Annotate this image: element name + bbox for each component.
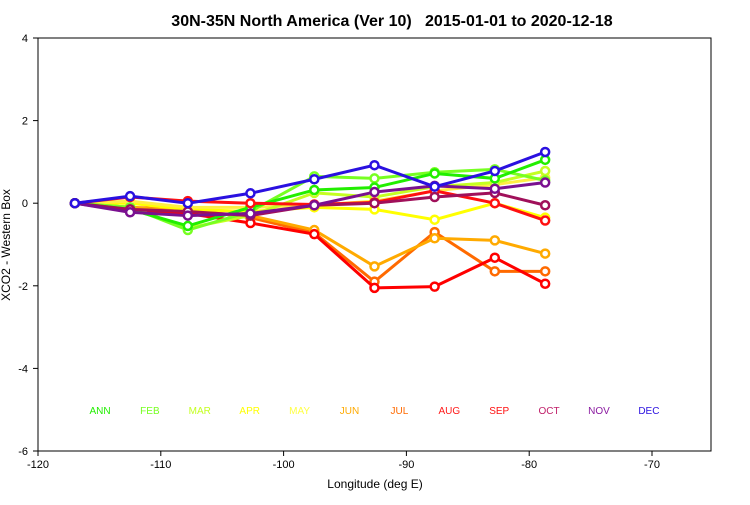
data-point bbox=[539, 215, 551, 226]
x-tick-label: -110 bbox=[150, 459, 171, 471]
data-point bbox=[539, 165, 551, 177]
data-point bbox=[245, 188, 256, 199]
data-point bbox=[245, 208, 256, 219]
data-point bbox=[309, 184, 320, 196]
data-point bbox=[124, 207, 136, 218]
legend-item-feb: FEB bbox=[140, 406, 160, 417]
data-point bbox=[539, 266, 551, 277]
data-point bbox=[369, 197, 380, 209]
legend-item-oct: OCT bbox=[539, 406, 560, 417]
x-axis-label: Longitude (deg E) bbox=[327, 477, 422, 491]
data-point bbox=[539, 146, 551, 158]
x-tick-label: -100 bbox=[273, 459, 295, 471]
data-point bbox=[369, 282, 380, 294]
data-point bbox=[309, 228, 320, 240]
chart-title: 30N-35N North America (Ver 10) 2015-01-0… bbox=[171, 13, 613, 30]
data-point bbox=[369, 159, 380, 171]
plot-frame bbox=[37, 37, 712, 452]
legend-item-aug: AUG bbox=[438, 406, 460, 417]
data-point bbox=[182, 220, 194, 232]
y-tick-label: -4 bbox=[18, 363, 28, 375]
y-tick-label: 0 bbox=[22, 198, 28, 210]
data-point bbox=[429, 191, 440, 203]
data-point bbox=[489, 266, 501, 277]
data-point bbox=[489, 252, 501, 263]
legend-item-apr: APR bbox=[239, 406, 260, 417]
data-point bbox=[369, 261, 380, 272]
x-tick-label: -70 bbox=[644, 459, 660, 471]
series-line-2 bbox=[74, 201, 546, 290]
legend-item-ann: ANN bbox=[89, 406, 110, 417]
data-point bbox=[489, 165, 501, 177]
legend-item-dec: DEC bbox=[638, 406, 659, 417]
x-tick-label: -80 bbox=[521, 459, 537, 471]
data-point bbox=[245, 197, 256, 209]
x-tick-label: -90 bbox=[398, 459, 414, 471]
y-tick-label: -2 bbox=[18, 281, 28, 293]
data-point bbox=[489, 235, 501, 246]
data-point bbox=[309, 200, 320, 211]
data-point bbox=[539, 248, 551, 259]
data-point bbox=[539, 278, 551, 289]
data-point bbox=[429, 214, 440, 225]
y-tick-label: 4 bbox=[22, 33, 28, 45]
data-point bbox=[489, 197, 501, 209]
y-axis-label: XCO2 - Western Box bbox=[0, 189, 13, 301]
data-point bbox=[124, 190, 136, 202]
x-tick-label: -120 bbox=[27, 459, 49, 471]
data-point bbox=[539, 200, 551, 211]
data-point bbox=[429, 233, 440, 244]
legend-item-may: MAY bbox=[289, 406, 310, 417]
data-point bbox=[69, 197, 81, 209]
data-point bbox=[429, 168, 440, 179]
legend-item-jun: JUN bbox=[340, 406, 359, 417]
legend-item-jul: JUL bbox=[391, 406, 409, 417]
data-point bbox=[429, 181, 440, 192]
data-point bbox=[429, 281, 440, 292]
y-tick-label: -6 bbox=[18, 446, 28, 458]
legend-item-mar: MAR bbox=[189, 406, 211, 417]
data-point bbox=[309, 173, 320, 185]
y-tick-label: 2 bbox=[22, 116, 28, 128]
legend-item-sep: SEP bbox=[489, 406, 509, 417]
data-point bbox=[539, 177, 551, 188]
data-point bbox=[369, 173, 380, 184]
data-point bbox=[182, 197, 194, 209]
data-point bbox=[369, 186, 380, 198]
legend-item-nov: NOV bbox=[588, 406, 610, 417]
data-point bbox=[182, 210, 194, 221]
data-point bbox=[489, 183, 501, 194]
